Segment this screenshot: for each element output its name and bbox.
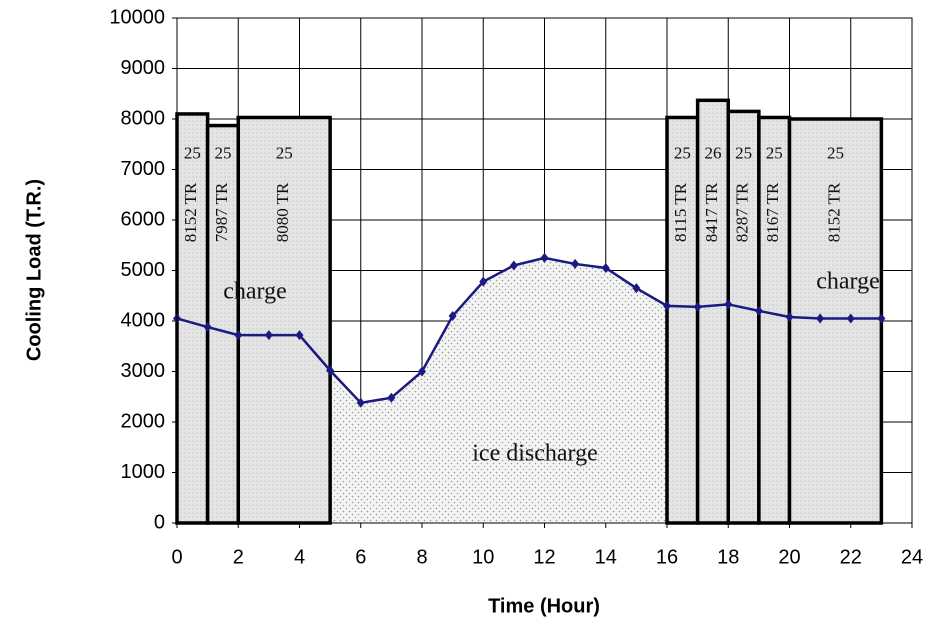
load-line <box>176 256 882 405</box>
bar-load-label: 8152 TR <box>824 182 843 242</box>
plot-border <box>176 17 913 524</box>
bar-temp-label: 25 <box>674 143 691 162</box>
bar-temp-label: 25 <box>214 143 231 162</box>
y-tick-label: 4000 <box>121 309 166 331</box>
x-tick-label: 4 <box>294 546 305 568</box>
charge-bar <box>726 109 761 525</box>
load-point <box>234 330 243 341</box>
charge-bar <box>236 115 332 525</box>
bar-temp-label: 25 <box>276 143 293 162</box>
bar-load-label: 8167 TR <box>763 182 782 242</box>
bar-temp-label: 25 <box>184 143 201 162</box>
y-tick-label: 6000 <box>121 208 166 230</box>
x-tick-label: 6 <box>355 546 366 568</box>
charge-bar <box>787 117 884 525</box>
bar-temp-label: 26 <box>704 143 721 162</box>
x-tick-label: 0 <box>171 546 182 568</box>
y-tick-label: 8000 <box>121 107 166 129</box>
y-tick-label: 5000 <box>121 259 166 281</box>
y-tick-label: 3000 <box>121 360 166 382</box>
bar-temp-label: 25 <box>766 143 783 162</box>
x-axis-title: Time (Hour) <box>488 595 600 617</box>
bar-load-label: 8152 TR <box>181 182 200 242</box>
load-point <box>663 300 671 311</box>
load-point <box>632 283 641 294</box>
x-tick-label: 20 <box>778 546 800 568</box>
load-point <box>387 392 396 403</box>
load-point <box>816 313 825 324</box>
load-point <box>571 258 580 269</box>
y-tick-label: 1000 <box>121 461 166 483</box>
x-tick-label: 22 <box>840 546 862 568</box>
x-tick-label: 16 <box>656 546 678 568</box>
load-point <box>846 313 855 324</box>
y-axis-title: Cooling Load (T.R.) <box>23 179 45 361</box>
y-tick-label: 2000 <box>121 410 166 432</box>
bar-load-label: 8115 TR <box>671 182 690 242</box>
load-point <box>724 299 733 310</box>
annotation: charge <box>223 279 287 305</box>
y-tick-label: 10000 <box>109 6 165 28</box>
bar-temp-label: 25 <box>735 143 752 162</box>
load-point <box>540 252 549 263</box>
x-tick-label: 24 <box>901 546 923 568</box>
bar-load-label: 8417 TR <box>702 182 721 242</box>
annotation: ice discharge <box>472 441 598 467</box>
x-tick-label: 14 <box>595 546 617 568</box>
load-point <box>356 397 365 408</box>
bar-load-label: 8287 TR <box>732 182 751 242</box>
load-point <box>877 313 886 324</box>
x-tick-label: 12 <box>533 546 555 568</box>
y-tick-label: 9000 <box>121 57 166 79</box>
load-point <box>479 276 488 287</box>
load-point <box>326 365 335 376</box>
charge-bar <box>665 115 700 525</box>
bar-temp-label: 25 <box>827 143 844 162</box>
load-point <box>754 305 763 316</box>
y-tick-label: 7000 <box>121 158 166 180</box>
load-point <box>295 330 304 341</box>
load-point <box>785 311 794 322</box>
load-point <box>448 310 457 321</box>
y-tick-label: 0 <box>154 511 165 533</box>
load-point <box>418 366 426 377</box>
x-tick-label: 10 <box>472 546 494 568</box>
load-point <box>203 322 212 333</box>
charge-bar <box>695 98 730 525</box>
x-tick-label: 18 <box>717 546 739 568</box>
load-point <box>264 330 273 341</box>
load-point <box>601 262 610 273</box>
x-tick-label: 2 <box>233 546 244 568</box>
bar-load-label: 7987 TR <box>212 182 231 242</box>
load-point <box>693 301 702 312</box>
bar-load-label: 8080 TR <box>273 182 292 242</box>
load-point <box>509 260 518 271</box>
x-tick-label: 8 <box>416 546 427 568</box>
discharge-area <box>330 257 667 523</box>
annotation: charge <box>816 269 880 295</box>
charge-bar <box>757 115 792 525</box>
